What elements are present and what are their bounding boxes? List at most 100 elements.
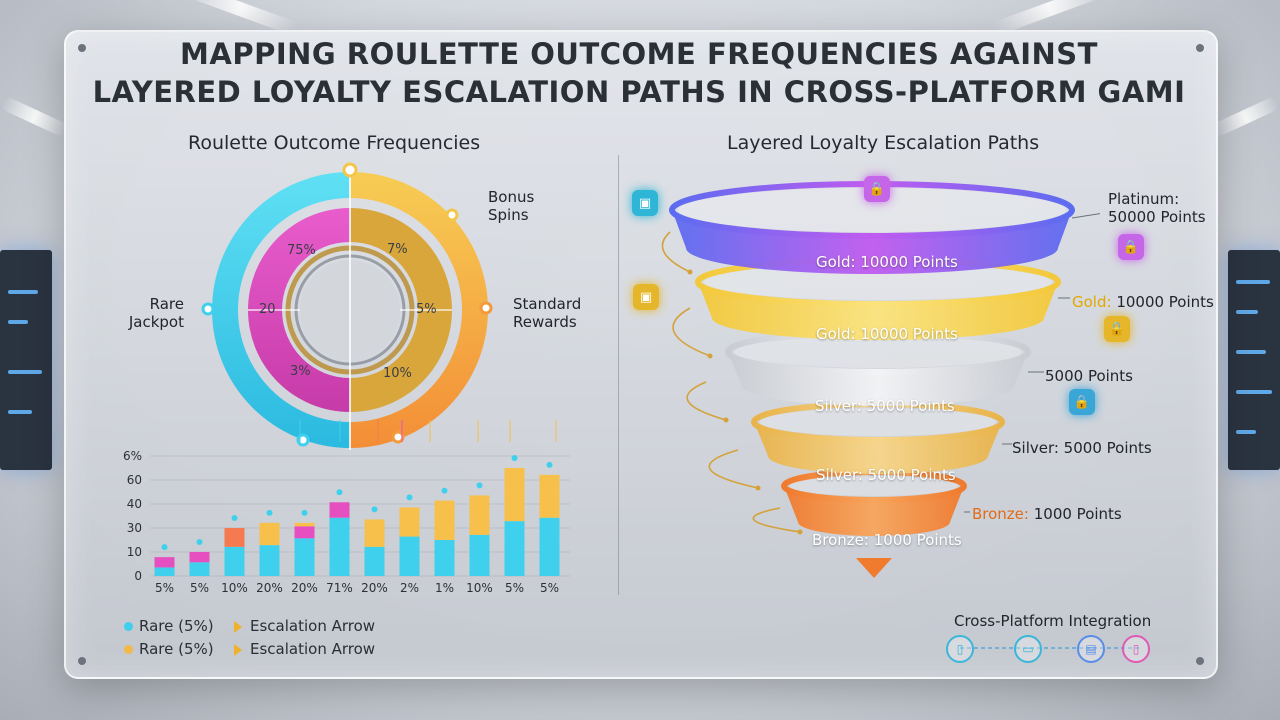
funnel-tip: [856, 558, 892, 578]
ring-percent: 5%: [416, 302, 437, 317]
funnel-tier-top: [790, 476, 958, 496]
bar-segment: [469, 534, 490, 576]
tier-label: Gold: 10000 Points: [816, 253, 958, 271]
escalation-arrow-icon: [234, 620, 242, 633]
server-panel-right: [1228, 250, 1280, 470]
leader-line: [1071, 213, 1100, 219]
x-tick-label: 5%: [155, 581, 174, 595]
screw: [78, 44, 86, 52]
x-tick-label: 1%: [435, 581, 454, 595]
anchor-dot: [342, 162, 358, 178]
escalation-arrow: [686, 381, 727, 421]
bar-top-dot: [406, 494, 413, 501]
x-tick-label: 20%: [291, 581, 318, 595]
rare-jackpot-label: Rare Jackpot: [128, 295, 184, 331]
funnel-tier-band: [698, 282, 1058, 340]
silver-side-label: 5000 Points: [1045, 367, 1134, 385]
outer-ring-right: [350, 172, 488, 448]
bar-top-dot: [511, 455, 518, 461]
device-connector: [960, 647, 1140, 649]
funnel-tier-top: [704, 264, 1052, 300]
y-tick-label: 10: [127, 545, 142, 559]
bar-segment: [399, 536, 420, 576]
bar-segment: [294, 526, 315, 539]
legend-dot: [124, 645, 133, 654]
tier-label: Bronze: 1000 Points: [812, 531, 962, 549]
legend-text: Escalation Arrow: [250, 640, 376, 658]
gold-side-label: Gold: 10000 Points: [1072, 293, 1214, 311]
roulette-donut: [201, 162, 493, 450]
legend-text: Rare (5%): [139, 617, 214, 635]
tier-label: Gold: 10000 Points: [816, 325, 958, 343]
legend-item: Escalation Arrow: [234, 640, 375, 658]
bar-segment: [469, 495, 490, 535]
anchor-dot: [479, 301, 493, 315]
legend-item: Rare (5%): [124, 640, 214, 658]
x-tick-label: 10%: [466, 581, 493, 595]
bar-segment: [189, 552, 210, 563]
funnel-tier-top: [734, 336, 1022, 368]
x-tick-label: 5%: [540, 581, 559, 595]
y-tick-label: 6%: [123, 449, 142, 463]
legend-item: Rare (5%): [124, 617, 214, 635]
ring-percent: 75%: [287, 243, 316, 258]
legend-text: Rare (5%): [139, 640, 214, 658]
bar-segment: [539, 517, 560, 576]
silver-side-label-2: Silver: 5000 Points: [1012, 439, 1152, 457]
bar-segment: [364, 546, 385, 576]
ring-percent: 7%: [387, 242, 408, 257]
bar-top-dot: [266, 509, 273, 516]
bar-top-dot: [231, 515, 238, 521]
anchor-dot: [201, 302, 215, 316]
funnel-tier-top: [678, 188, 1066, 232]
escalation-arrow-head: [755, 485, 761, 491]
middle-ring-right: [350, 208, 452, 412]
tier-label: Silver: 5000 Points: [816, 466, 956, 484]
bronze-prefix: Bronze:: [972, 505, 1029, 523]
lock-icon: 🔒: [1104, 316, 1130, 342]
x-tick-label: 5%: [190, 581, 209, 595]
panel-divider: [618, 155, 619, 595]
bar-top-dot: [441, 487, 448, 494]
bar-segment: [224, 546, 245, 576]
server-panel-left: [0, 250, 52, 470]
escalation-arrow-head: [797, 529, 803, 535]
phone-icon: ▯: [1122, 635, 1150, 663]
bar-top-dot: [371, 506, 378, 513]
screw: [78, 657, 86, 665]
bar-top-dot: [196, 539, 203, 545]
chest-icon: ▣: [633, 284, 659, 310]
ring-percent: 3%: [290, 364, 311, 379]
outer-ring-left: [212, 172, 350, 448]
bar-segment: [434, 540, 455, 576]
x-tick-label: 20%: [256, 581, 283, 595]
bar-segment: [504, 468, 525, 522]
bar-segment: [504, 521, 525, 576]
escalation-arrow: [661, 231, 691, 273]
y-tick-label: 40: [127, 497, 142, 511]
lock-icon: 🔒: [1118, 234, 1144, 260]
middle-ring-left: [248, 208, 350, 412]
ring-percent: 10%: [383, 366, 412, 381]
frequency-bar-chart: 0 10 30 40 60 6% 5% 5% 10% 20% 20% 71% 20% 2% 1% 10% 5% 5…: [123, 420, 570, 595]
bronze-side-label: Bronze: 1000 Points: [972, 505, 1122, 523]
ring-percent: 20: [259, 302, 276, 317]
bar-top-dot: [301, 509, 308, 516]
gold-points: 10000 Points: [1111, 293, 1214, 311]
bar-top-dot: [161, 544, 168, 551]
y-tick-label: 30: [127, 521, 142, 535]
bar-top-dot: [336, 489, 343, 496]
legend-text: Escalation Arrow: [250, 617, 376, 635]
bar-segment: [329, 517, 350, 576]
screw: [1196, 657, 1204, 665]
x-tick-label: 71%: [326, 581, 353, 595]
bar-segment: [434, 500, 455, 540]
lock-icon: 🔒: [864, 176, 890, 202]
anchor-dot: [391, 430, 405, 444]
loyalty-funnel: [661, 181, 1100, 578]
x-tick-label: 20%: [361, 581, 388, 595]
escalation-arrow: [708, 449, 759, 489]
bar-top-dot: [546, 461, 553, 468]
legend-item: Escalation Arrow: [234, 617, 375, 635]
y-tick-label: 60: [127, 473, 142, 487]
